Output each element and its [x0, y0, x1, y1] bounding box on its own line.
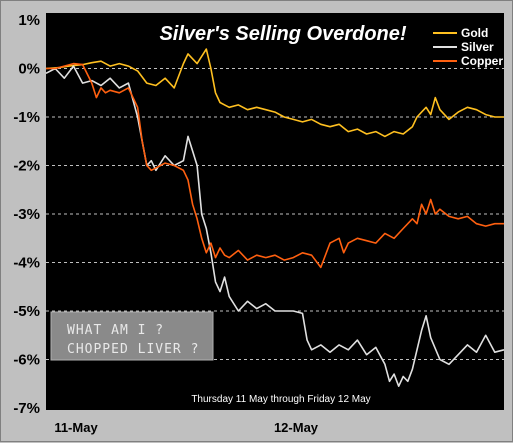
- x-tick-label: 12-May: [274, 420, 319, 435]
- annotation-line-2: CHOPPED LIVER ?: [67, 342, 199, 357]
- annotation-line-1: WHAT AM I ?: [67, 323, 164, 338]
- legend-label-copper: Copper: [461, 54, 503, 68]
- y-tick-label: -5%: [13, 303, 40, 320]
- y-tick-label: 0%: [18, 61, 40, 78]
- y-tick-label: -4%: [13, 255, 40, 272]
- y-tick-label: -6%: [13, 352, 40, 369]
- x-tick-label: 11-May: [54, 420, 98, 435]
- y-tick-label: -7%: [13, 400, 40, 417]
- y-tick-label: -1%: [13, 109, 40, 126]
- y-tick-label: 1%: [18, 12, 40, 29]
- annotation-plate: WHAT AM I ? CHOPPED LIVER ?: [50, 311, 214, 361]
- y-axis: 1% 0% -1% -2% -3% -4% -5% -6% -7%: [13, 12, 40, 417]
- series-line-copper: [46, 62, 504, 269]
- y-tick-label: -2%: [13, 158, 40, 175]
- series-line-gold: [45, 48, 504, 138]
- y-tick-label: -3%: [13, 206, 40, 223]
- chart-title: Silver's Selling Overdone!: [159, 23, 406, 45]
- legend-label-silver: Silver: [461, 40, 494, 54]
- x-axis: 11-May 12-May: [54, 420, 318, 435]
- series-lines: [45, 48, 505, 388]
- chart-caption: Thursday 11 May through Friday 12 May: [191, 394, 370, 405]
- annotation-plate-background: [50, 311, 214, 361]
- legend-label-gold: Gold: [461, 26, 488, 40]
